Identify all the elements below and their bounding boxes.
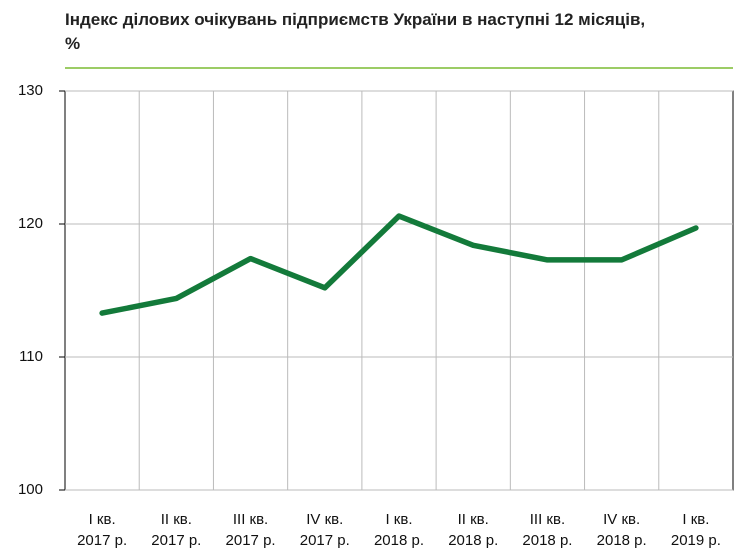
x-tick-label: II кв. — [458, 511, 489, 528]
x-tick-label: 2017 р. — [300, 532, 350, 549]
x-tick-label: IV кв. — [603, 511, 640, 528]
x-tick-label: 2018 р. — [448, 532, 498, 549]
x-tick-label: I кв. — [682, 511, 709, 528]
y-tick-label: 120 — [18, 215, 43, 232]
x-tick-label: 2017 р. — [151, 532, 201, 549]
chart-title: Індекс ділових очікувань підприємств Укр… — [65, 10, 646, 53]
data-line — [99, 213, 699, 316]
x-tick-label: III кв. — [233, 511, 268, 528]
x-tick-label: I кв. — [89, 511, 116, 528]
x-tick-label: III кв. — [530, 511, 565, 528]
x-tick-label: 2018 р. — [597, 532, 647, 549]
x-tick-label: IV кв. — [306, 511, 343, 528]
y-tick-label: 130 — [18, 82, 43, 99]
x-tick-label: 2019 р. — [671, 532, 721, 549]
x-tick-label: 2018 р. — [374, 532, 424, 549]
x-tick-label: 2017 р. — [77, 532, 127, 549]
x-tick-label: 2018 р. — [522, 532, 572, 549]
x-tick-label: I кв. — [385, 511, 412, 528]
plot-frame — [64, 90, 734, 491]
x-tick-label: II кв. — [161, 511, 192, 528]
y-tick-label: 100 — [18, 481, 43, 498]
x-tick-label: 2017 р. — [226, 532, 276, 549]
y-tick-label: 110 — [19, 348, 43, 365]
